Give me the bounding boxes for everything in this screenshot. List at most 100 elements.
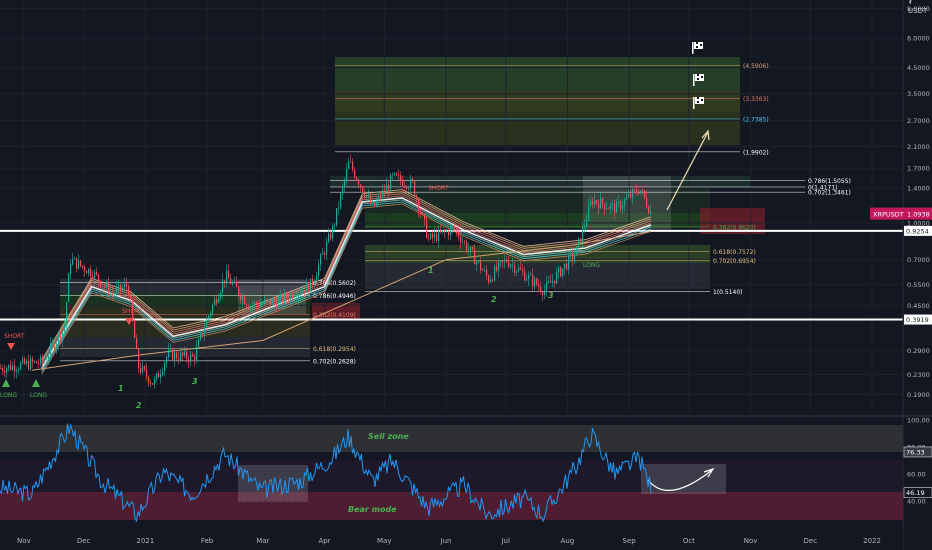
candle-body [60,334,62,341]
candle-body [16,370,18,372]
fib-level-label: 0.702(1.3461) [808,190,851,197]
price-tick-label: 0.1900 [907,391,930,399]
candle-body [302,290,304,294]
candle-body [176,352,178,359]
candle-body [270,299,272,305]
candle-body [128,286,130,295]
candle-body [300,293,302,295]
candle-body [330,233,332,239]
candle-body [238,287,240,295]
fib-level-label: (4.5906) [743,63,769,70]
candle-body [598,203,600,209]
candle-body [172,349,174,361]
candle-body [534,278,536,286]
candle-body [368,195,370,197]
target-zone-2 [335,90,740,112]
candle-body [628,194,630,198]
candle-body [454,226,456,229]
candle-body [356,177,358,181]
candle-body [576,246,578,256]
level-tag [904,225,932,236]
candle-body [536,278,538,285]
candle-body [148,376,150,384]
candle-body [396,173,398,176]
candle-body [76,258,78,269]
candle-body [134,319,136,339]
candle-body [38,363,40,365]
projection-arrow-head [701,129,710,141]
candle-body [228,270,230,279]
candle-body [420,210,422,214]
candle-body [636,189,638,193]
candle-body [428,237,430,239]
candle-body [630,194,632,198]
candle-body [28,360,30,370]
candle-body [444,230,446,232]
candle-body [282,295,284,304]
candle-body [388,184,390,190]
candle-body [620,201,622,209]
candle-body [186,350,188,360]
candle-body [72,259,74,265]
level-tag-text: 0.3919 [906,316,929,324]
candle-body [418,199,420,211]
price-tick-label: 4.5000 [907,64,930,72]
candle-body [374,202,376,207]
time-tick-label: Aug [561,537,575,545]
candle-body [230,278,232,285]
time-tick-label: 2021 [136,537,154,545]
candle-body [306,282,308,293]
candle-body [54,343,56,350]
fib-level-label: 0.382(0.9620) [713,224,756,231]
price-tick-label: 2.7000 [907,117,930,125]
candle-body [438,229,440,242]
time-axis[interactable] [0,530,903,550]
candle-body [578,238,580,247]
candle-body [208,315,210,320]
rsi-value-tag [903,487,932,498]
candle-body [4,370,6,373]
candle-body [90,268,92,277]
candle-body [546,282,548,291]
price-tick-label: 0.5500 [907,281,930,289]
candle-body [78,260,80,269]
candle-body [406,186,408,189]
candle-body [216,299,218,303]
moving-average-ribbon [31,189,652,375]
candle-body [204,328,206,336]
candle-body [526,279,528,281]
candle-body [382,190,384,199]
candle-body [290,294,292,301]
price-tick-label: 3.5000 [907,90,930,98]
candle-body [472,246,474,250]
candle-body [592,201,594,205]
candle-body [558,267,560,273]
candle-body [506,259,508,262]
candle-body [170,349,172,350]
candle-body [358,180,360,185]
time-tick-label: Dec [804,537,818,545]
candle-body [610,204,612,209]
rsi-curve-arrow-head [703,467,715,478]
candle-body [178,358,180,361]
candle-body [164,363,166,372]
candle-body [456,228,458,231]
candle-body [10,364,12,370]
rsi-curve-arrow [647,469,713,491]
candle-body [214,299,216,306]
candle-body [212,305,214,313]
candle-body [424,214,426,220]
candle-body [400,175,402,181]
candle-body [138,349,140,369]
candle-body [32,358,34,363]
candle-body [250,306,252,309]
candle-body [482,269,484,271]
early-fib-zone [60,307,310,337]
symbol-label: XRPUSDT [873,211,904,219]
candle-body [268,299,270,301]
candle-body [286,293,288,299]
time-tick-label: Mar [256,537,269,545]
candle-body [466,241,468,251]
candle-body [604,204,606,210]
candle-body [92,276,94,279]
